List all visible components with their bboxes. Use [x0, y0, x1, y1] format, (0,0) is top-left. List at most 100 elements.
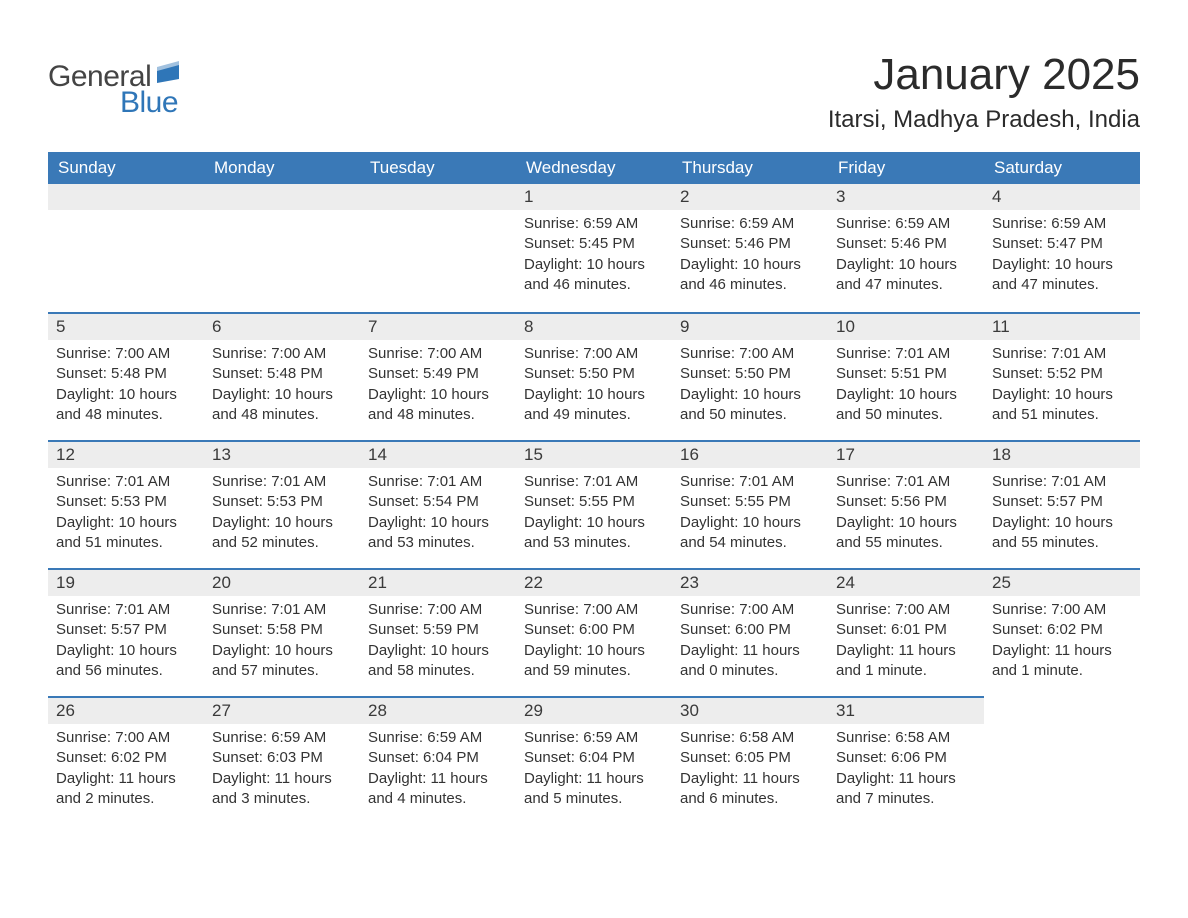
sunrise-line: Sunrise: 6:59 AM — [524, 214, 664, 234]
sunset-line: Sunset: 6:03 PM — [212, 748, 352, 768]
sunset-line: Sunset: 6:02 PM — [56, 748, 196, 768]
sunrise-line: Sunrise: 7:01 AM — [212, 600, 352, 620]
sunrise-line: Sunrise: 6:59 AM — [992, 214, 1132, 234]
day-details: Sunrise: 7:00 AMSunset: 5:59 PMDaylight:… — [360, 596, 516, 685]
calendar-day: 6Sunrise: 7:00 AMSunset: 5:48 PMDaylight… — [204, 312, 360, 440]
day-number: 30 — [672, 696, 828, 724]
daylight-line: Daylight: 10 hours and 58 minutes. — [368, 641, 508, 682]
sunrise-line: Sunrise: 7:01 AM — [56, 472, 196, 492]
calendar-day: 23Sunrise: 7:00 AMSunset: 6:00 PMDayligh… — [672, 568, 828, 696]
sunrise-line: Sunrise: 6:58 AM — [680, 728, 820, 748]
day-details: Sunrise: 7:01 AMSunset: 5:57 PMDaylight:… — [48, 596, 204, 685]
sunset-line: Sunset: 5:55 PM — [680, 492, 820, 512]
daylight-line: Daylight: 10 hours and 48 minutes. — [368, 385, 508, 426]
sunrise-line: Sunrise: 7:01 AM — [992, 344, 1132, 364]
sunrise-line: Sunrise: 7:00 AM — [368, 600, 508, 620]
calendar-day: 10Sunrise: 7:01 AMSunset: 5:51 PMDayligh… — [828, 312, 984, 440]
day-number: 25 — [984, 568, 1140, 596]
calendar-week: 19Sunrise: 7:01 AMSunset: 5:57 PMDayligh… — [48, 568, 1140, 696]
day-details: Sunrise: 7:01 AMSunset: 5:53 PMDaylight:… — [48, 468, 204, 557]
day-details: Sunrise: 7:01 AMSunset: 5:52 PMDaylight:… — [984, 340, 1140, 429]
day-details: Sunrise: 7:00 AMSunset: 5:48 PMDaylight:… — [48, 340, 204, 429]
daylight-line: Daylight: 11 hours and 7 minutes. — [836, 769, 976, 810]
daylight-line: Daylight: 10 hours and 46 minutes. — [680, 255, 820, 296]
weekday-header: Saturday — [984, 152, 1140, 184]
sunset-line: Sunset: 5:59 PM — [368, 620, 508, 640]
daylight-line: Daylight: 10 hours and 53 minutes. — [368, 513, 508, 554]
title-block: January 2025 Itarsi, Madhya Pradesh, Ind… — [828, 40, 1140, 148]
day-details: Sunrise: 6:58 AMSunset: 6:05 PMDaylight:… — [672, 724, 828, 813]
daylight-line: Daylight: 11 hours and 0 minutes. — [680, 641, 820, 682]
daylight-line: Daylight: 10 hours and 55 minutes. — [836, 513, 976, 554]
day-details: Sunrise: 7:00 AMSunset: 5:50 PMDaylight:… — [672, 340, 828, 429]
sunrise-line: Sunrise: 7:00 AM — [212, 344, 352, 364]
day-details: Sunrise: 7:00 AMSunset: 6:00 PMDaylight:… — [516, 596, 672, 685]
daylight-line: Daylight: 10 hours and 56 minutes. — [56, 641, 196, 682]
day-details: Sunrise: 6:59 AMSunset: 6:03 PMDaylight:… — [204, 724, 360, 813]
daylight-line: Daylight: 10 hours and 52 minutes. — [212, 513, 352, 554]
calendar-day: 25Sunrise: 7:00 AMSunset: 6:02 PMDayligh… — [984, 568, 1140, 696]
sunset-line: Sunset: 5:48 PM — [212, 364, 352, 384]
sunrise-line: Sunrise: 6:59 AM — [680, 214, 820, 234]
sunset-line: Sunset: 5:57 PM — [992, 492, 1132, 512]
day-number: 11 — [984, 312, 1140, 340]
day-details: Sunrise: 7:00 AMSunset: 6:00 PMDaylight:… — [672, 596, 828, 685]
day-details: Sunrise: 6:59 AMSunset: 5:46 PMDaylight:… — [828, 210, 984, 299]
day-number: 16 — [672, 440, 828, 468]
day-number: 15 — [516, 440, 672, 468]
day-details: Sunrise: 7:00 AMSunset: 5:49 PMDaylight:… — [360, 340, 516, 429]
sunset-line: Sunset: 5:53 PM — [56, 492, 196, 512]
day-details: Sunrise: 7:01 AMSunset: 5:55 PMDaylight:… — [516, 468, 672, 557]
daylight-line: Daylight: 10 hours and 53 minutes. — [524, 513, 664, 554]
sunset-line: Sunset: 5:50 PM — [680, 364, 820, 384]
daylight-line: Daylight: 10 hours and 50 minutes. — [836, 385, 976, 426]
day-details: Sunrise: 7:01 AMSunset: 5:55 PMDaylight:… — [672, 468, 828, 557]
sunrise-line: Sunrise: 7:01 AM — [992, 472, 1132, 492]
sunrise-line: Sunrise: 7:00 AM — [680, 344, 820, 364]
day-details: Sunrise: 6:59 AMSunset: 6:04 PMDaylight:… — [516, 724, 672, 813]
daylight-line: Daylight: 11 hours and 2 minutes. — [56, 769, 196, 810]
empty-daynum-bar — [204, 184, 360, 210]
calendar-day: 27Sunrise: 6:59 AMSunset: 6:03 PMDayligh… — [204, 696, 360, 824]
sunrise-line: Sunrise: 7:01 AM — [212, 472, 352, 492]
sunrise-line: Sunrise: 7:00 AM — [56, 728, 196, 748]
daylight-line: Daylight: 10 hours and 55 minutes. — [992, 513, 1132, 554]
location-text: Itarsi, Madhya Pradesh, India — [828, 106, 1140, 134]
calendar-day-empty — [48, 184, 204, 312]
day-details: Sunrise: 6:59 AMSunset: 5:47 PMDaylight:… — [984, 210, 1140, 299]
sunrise-line: Sunrise: 7:00 AM — [992, 600, 1132, 620]
calendar-week: 26Sunrise: 7:00 AMSunset: 6:02 PMDayligh… — [48, 696, 1140, 824]
day-number: 3 — [828, 184, 984, 210]
sunset-line: Sunset: 5:49 PM — [368, 364, 508, 384]
sunrise-line: Sunrise: 7:00 AM — [524, 600, 664, 620]
weekday-header: Thursday — [672, 152, 828, 184]
sunset-line: Sunset: 5:56 PM — [836, 492, 976, 512]
day-number: 8 — [516, 312, 672, 340]
daylight-line: Daylight: 10 hours and 49 minutes. — [524, 385, 664, 426]
calendar-day: 31Sunrise: 6:58 AMSunset: 6:06 PMDayligh… — [828, 696, 984, 824]
day-details: Sunrise: 7:01 AMSunset: 5:58 PMDaylight:… — [204, 596, 360, 685]
day-number: 28 — [360, 696, 516, 724]
daylight-line: Daylight: 11 hours and 1 minute. — [992, 641, 1132, 682]
empty-daynum-bar — [360, 184, 516, 210]
day-details: Sunrise: 7:01 AMSunset: 5:56 PMDaylight:… — [828, 468, 984, 557]
daylight-line: Daylight: 10 hours and 48 minutes. — [212, 385, 352, 426]
calendar-header: SundayMondayTuesdayWednesdayThursdayFrid… — [48, 152, 1140, 184]
day-details: Sunrise: 7:01 AMSunset: 5:54 PMDaylight:… — [360, 468, 516, 557]
day-details: Sunrise: 7:00 AMSunset: 6:02 PMDaylight:… — [48, 724, 204, 813]
calendar-table: SundayMondayTuesdayWednesdayThursdayFrid… — [48, 152, 1140, 824]
calendar-day: 11Sunrise: 7:01 AMSunset: 5:52 PMDayligh… — [984, 312, 1140, 440]
sunrise-line: Sunrise: 6:59 AM — [212, 728, 352, 748]
day-details: Sunrise: 7:01 AMSunset: 5:51 PMDaylight:… — [828, 340, 984, 429]
flag-icon — [157, 61, 191, 88]
weekday-header: Friday — [828, 152, 984, 184]
daylight-line: Daylight: 10 hours and 51 minutes. — [56, 513, 196, 554]
day-number: 12 — [48, 440, 204, 468]
sunset-line: Sunset: 5:58 PM — [212, 620, 352, 640]
calendar-day: 22Sunrise: 7:00 AMSunset: 6:00 PMDayligh… — [516, 568, 672, 696]
calendar-day: 28Sunrise: 6:59 AMSunset: 6:04 PMDayligh… — [360, 696, 516, 824]
calendar-day: 13Sunrise: 7:01 AMSunset: 5:53 PMDayligh… — [204, 440, 360, 568]
day-number: 13 — [204, 440, 360, 468]
calendar-day: 14Sunrise: 7:01 AMSunset: 5:54 PMDayligh… — [360, 440, 516, 568]
sunset-line: Sunset: 5:46 PM — [836, 234, 976, 254]
